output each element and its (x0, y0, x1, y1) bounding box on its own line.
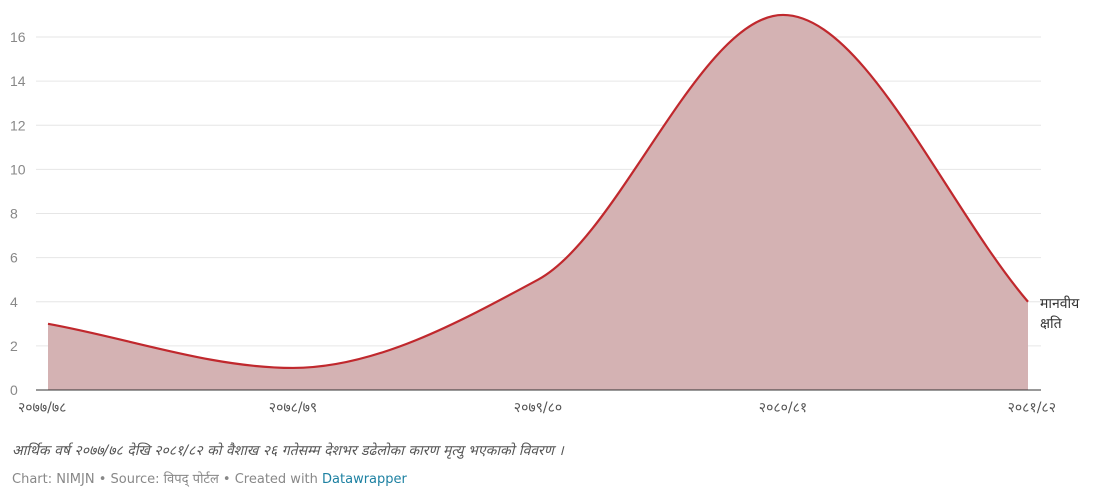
series-label-group: मानवीय क्षति (1040, 295, 1080, 332)
area-chart: 0 2 4 6 8 10 12 14 16 २०७७/७८ २०७८/७९ २०७९/८० २०८०/… (10, 13, 1080, 416)
y-tick-label: 2 (10, 338, 18, 354)
area-fill (48, 14, 1028, 390)
y-axis-ticks: 0 2 4 6 8 10 12 14 16 (10, 29, 26, 398)
datawrapper-link[interactable]: Datawrapper (322, 472, 407, 487)
x-tick-label: २०८१/८२ (1008, 400, 1056, 416)
y-tick-label: 8 (10, 206, 18, 222)
x-tick-label: २०७७/७८ (18, 400, 66, 416)
series-line (47, 13, 1029, 370)
chart-credits: Chart: NIMJN • Source: विपद् पोर्टल • Cr… (12, 469, 407, 487)
x-tick-label: २०८०/८१ (759, 400, 807, 416)
chart-caption: आर्थिक वर्ष २०७७/७८ देखि २०८१/८२ को वैशा… (12, 443, 564, 459)
x-axis-ticks: २०७७/७८ २०७८/७९ २०७९/८० २०८०/८१ २०८१/८२ (18, 400, 1056, 416)
x-tick-label: २०७९/८० (514, 400, 562, 416)
y-tick-label: 0 (10, 382, 18, 398)
y-tick-label: 16 (10, 29, 26, 45)
y-tick-label: 14 (10, 73, 26, 89)
y-tick-label: 6 (10, 250, 18, 266)
x-tick-label: २०७८/७९ (269, 400, 317, 416)
credits-text: Chart: NIMJN • Source: विपद् पोर्टल • Cr… (12, 472, 323, 487)
y-tick-label: 4 (10, 294, 18, 310)
y-tick-label: 12 (10, 117, 26, 133)
series-label: मानवीय क्षति (1040, 295, 1080, 332)
gridlines (36, 36, 1041, 347)
y-tick-label: 10 (10, 161, 26, 177)
